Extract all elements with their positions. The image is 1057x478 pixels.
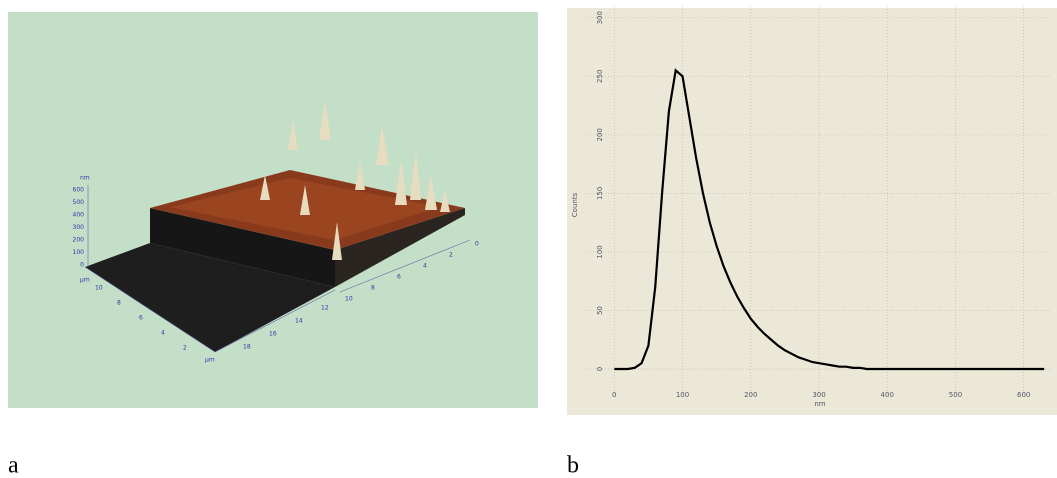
y-tick-label: 150 — [596, 187, 604, 200]
left-tick-label: 6 — [139, 315, 143, 322]
wall-left — [150, 208, 335, 287]
x-tick-label: 600 — [1017, 391, 1030, 399]
peak — [425, 175, 437, 210]
z-unit: nm — [80, 175, 90, 182]
y-tick-label: 100 — [596, 245, 604, 258]
right-tick-label: 4 — [423, 263, 427, 270]
peak — [440, 190, 450, 212]
z-tick-label: 200 — [73, 237, 85, 244]
x-tick-label: 100 — [676, 391, 689, 399]
panel-label: b — [567, 453, 579, 478]
data-line — [614, 68, 1045, 371]
surface-panel: nm6005004003002001000µm108642µm181614121… — [8, 12, 538, 408]
line-chart: 0 50 100 150 200 250 300 0 100 200 300 400 500 600 nm C… — [571, 6, 1051, 408]
panel-label: a — [8, 453, 19, 478]
y-axis-label: Counts — [571, 192, 579, 217]
peak — [410, 150, 421, 200]
y-tick-label: 0 — [596, 367, 604, 371]
left-tick-label: 8 — [117, 300, 121, 307]
front-tick-label: 14 — [295, 318, 303, 325]
left-axis — [84, 266, 216, 353]
left-tick-label: 2 — [183, 345, 187, 352]
front-unit: µm — [205, 357, 215, 364]
front-tick-label: 16 — [269, 331, 277, 338]
peak — [288, 120, 298, 150]
x-tick-label: 300 — [812, 391, 825, 399]
z-tick-label: 500 — [73, 199, 85, 206]
z-tick-label: 400 — [73, 212, 85, 219]
wall-right — [335, 208, 465, 287]
x-tick-label: 0 — [612, 391, 616, 399]
z-tick-label: 600 — [73, 187, 85, 194]
y-tick-label: 50 — [596, 306, 604, 315]
left-tick-label: 4 — [161, 330, 165, 337]
peaks — [260, 100, 450, 260]
front-tick-label: 12 — [321, 305, 329, 312]
left-tick-label: 10 — [95, 285, 103, 292]
z-tick-label: 0 — [80, 262, 84, 269]
y-tick-label: 300 — [596, 11, 604, 24]
right-axis — [339, 239, 471, 293]
x-tick-label: 400 — [881, 391, 894, 399]
surface-axes — [84, 185, 471, 353]
peak — [300, 185, 310, 215]
front-tick-label: 18 — [243, 344, 251, 351]
right-tick-label: 6 — [397, 274, 401, 281]
plot-background — [567, 8, 1057, 415]
right-tick-label: 2 — [449, 252, 453, 259]
left-unit: µm — [80, 277, 90, 284]
surface-axis-labels: nm6005004003002001000µm108642µm181614121… — [73, 175, 479, 364]
right-tick-label: 10 — [345, 296, 353, 303]
peak — [319, 100, 331, 140]
x-tick-label: 500 — [949, 391, 962, 399]
peak — [260, 175, 270, 200]
peak — [355, 160, 365, 190]
front-axis — [214, 289, 336, 353]
flat-region — [85, 243, 335, 352]
x-tick-label: 200 — [744, 391, 757, 399]
right-tick-label: 8 — [371, 285, 375, 292]
x-axis-label: nm — [814, 400, 825, 408]
peak — [395, 160, 407, 205]
peak — [376, 125, 389, 165]
y-tick-label: 200 — [596, 128, 604, 141]
z-tick-label: 100 — [73, 249, 85, 256]
peak — [332, 222, 342, 260]
y-tick-label: 250 — [596, 70, 604, 83]
z-tick-label: 300 — [73, 224, 85, 231]
right-tick-label: 0 — [475, 241, 479, 248]
